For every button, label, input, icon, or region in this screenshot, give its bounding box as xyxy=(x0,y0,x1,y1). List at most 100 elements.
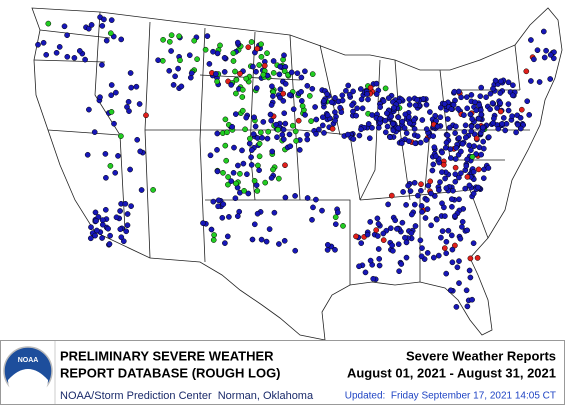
report-dot xyxy=(87,235,94,242)
report-dot xyxy=(159,57,166,64)
report-dot xyxy=(105,225,111,232)
report-dot xyxy=(282,194,289,201)
report-dot xyxy=(293,138,299,144)
report-dot xyxy=(254,210,261,217)
report-dot xyxy=(466,267,473,274)
report-dot xyxy=(367,257,374,264)
report-dot xyxy=(226,214,232,220)
report-dot xyxy=(373,227,380,233)
report-dot xyxy=(517,114,524,121)
report-dot xyxy=(160,36,166,43)
report-dot xyxy=(40,39,47,46)
report-dot xyxy=(344,131,351,138)
credit: NOAA/Storm Prediction Center Norman, Okl… xyxy=(60,390,314,402)
report-dot xyxy=(354,105,360,112)
report-dot xyxy=(444,116,451,122)
report-dot xyxy=(453,304,460,310)
report-dot xyxy=(292,128,299,135)
report-dot xyxy=(76,48,83,54)
report-dot xyxy=(411,201,418,208)
report-dot xyxy=(233,180,239,187)
report-dot xyxy=(375,221,382,227)
report-dot xyxy=(257,129,264,136)
report-dot xyxy=(248,162,255,168)
report-dot xyxy=(424,206,431,212)
report-dot xyxy=(309,216,315,223)
report-dot xyxy=(450,187,456,194)
report-dot xyxy=(411,179,418,186)
report-dot xyxy=(447,287,454,294)
report-dot xyxy=(357,86,364,92)
report-dot xyxy=(275,175,282,182)
report-dot xyxy=(286,131,293,138)
report-dot xyxy=(430,161,437,168)
report-dot xyxy=(427,178,434,185)
report-dot xyxy=(403,202,409,208)
report-dot xyxy=(166,38,173,45)
report-dot xyxy=(470,169,477,175)
report-dot xyxy=(264,135,271,142)
report-dot xyxy=(518,106,525,113)
report-dot xyxy=(255,162,261,169)
report-dot xyxy=(340,223,346,229)
report-dot xyxy=(243,75,250,82)
report-dot xyxy=(390,104,397,111)
report-dot xyxy=(280,98,287,104)
report-dot xyxy=(474,255,481,261)
report-dot xyxy=(295,117,302,124)
report-dot xyxy=(469,296,475,303)
report-dot xyxy=(225,181,231,188)
report-dot xyxy=(407,188,414,194)
report-dot xyxy=(489,100,496,106)
report-dot xyxy=(237,170,243,177)
report-dot xyxy=(268,102,275,108)
report-dot xyxy=(515,121,521,128)
report-dot xyxy=(423,126,430,132)
report-dot xyxy=(473,107,480,114)
report-dot xyxy=(452,178,459,185)
report-dot xyxy=(414,133,421,140)
report-dot xyxy=(133,83,140,90)
report-dot xyxy=(464,174,471,180)
report-dot xyxy=(406,101,413,108)
report-dot xyxy=(103,174,109,181)
report-dot xyxy=(399,219,406,226)
report-dot xyxy=(390,247,396,254)
report-dot xyxy=(353,233,359,240)
report-dot xyxy=(412,140,419,147)
report-dot xyxy=(403,254,410,261)
report-dot xyxy=(45,20,52,27)
report-dot xyxy=(376,262,383,269)
report-dot xyxy=(138,187,145,193)
report-dot xyxy=(175,65,181,72)
report-dot xyxy=(107,163,114,169)
report-dot xyxy=(470,240,477,247)
report-dot xyxy=(500,115,507,121)
report-dot xyxy=(458,148,464,155)
report-dot xyxy=(485,134,492,140)
report-dot xyxy=(294,70,301,77)
report-dot xyxy=(370,275,377,282)
report-dot xyxy=(453,145,460,151)
report-dot xyxy=(267,111,274,118)
report-dot xyxy=(463,287,470,294)
report-dot xyxy=(526,112,533,118)
report-dot xyxy=(249,236,256,243)
report-dot xyxy=(491,115,497,122)
report-dot xyxy=(232,68,238,75)
report-dot xyxy=(260,71,267,78)
report-dot xyxy=(309,71,316,77)
report-dot xyxy=(536,79,543,85)
report-dot xyxy=(442,175,448,182)
report-dot xyxy=(302,68,308,75)
report-dot xyxy=(302,112,308,118)
report-dot xyxy=(254,188,261,194)
report-dot xyxy=(401,125,408,131)
report-dot xyxy=(377,115,384,122)
report-dot xyxy=(439,228,446,234)
report-dot xyxy=(449,203,455,210)
report-dot xyxy=(241,187,247,194)
report-dot xyxy=(517,125,524,132)
report-dot xyxy=(103,37,110,44)
report-dot xyxy=(443,250,450,257)
